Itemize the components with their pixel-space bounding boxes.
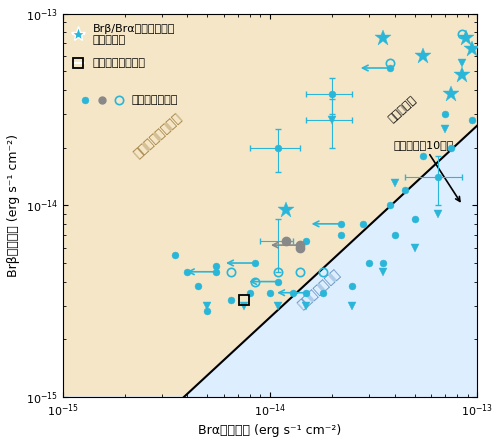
Polygon shape [62,126,477,444]
Text: 従来理論と整合: 従来理論と整合 [296,267,344,312]
Legend: Brβ/Brα比が明らかに
異常な銀河, 暗い銀河の平均値: Brβ/Brα比が明らかに 異常な銀河, 暗い銀河の平均値 [68,19,180,73]
Text: 従来理論と不整合: 従来理論と不整合 [132,111,184,161]
Text: 上記以外の銀河: 上記以外の銀河 [131,95,178,105]
X-axis label: Brα線の強度 (erg s⁻¹ cm⁻²): Brα線の強度 (erg s⁻¹ cm⁻²) [198,424,342,437]
Polygon shape [62,14,477,444]
Text: 理論上限値: 理論上限値 [387,95,418,124]
Y-axis label: Brβ線の強度 (erg s⁻¹ cm⁻²): Brβ線の強度 (erg s⁻¹ cm⁻²) [7,134,20,277]
Text: 星間塵減光10等級: 星間塵減光10等級 [393,139,460,202]
